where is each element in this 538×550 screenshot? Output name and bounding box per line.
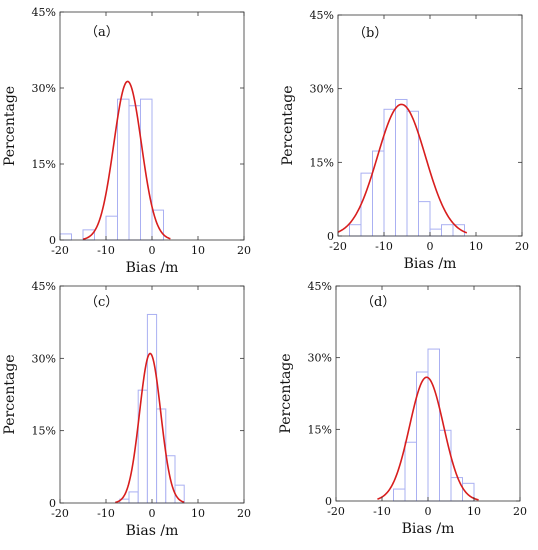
x-tick-label: -20 [327,505,345,518]
x-tick-label: 10 [467,505,481,518]
x-axis-title: Bias /m [126,523,179,539]
chart-panel-0: -20 -10 0 10 20 0 15% 30% 45% Bias /m Percentage （a… [2,6,251,276]
x-tick-label: -20 [329,240,347,253]
x-tick-label: -10 [97,507,115,520]
x-tick-label: 10 [191,507,205,520]
x-tick-label: 0 [425,505,432,518]
histogram-bar [105,215,118,241]
x-tick-label: 20 [237,507,251,520]
histogram-bar [146,313,158,504]
chart-panel-3: -20 -10 0 10 20 0 15% 30% 45% Bias /m Percentage （d… [278,280,527,537]
panel-label: （d） [361,295,395,310]
x-tick-label: 0 [427,240,434,253]
fit-curve [82,80,171,240]
y-axis-title: Percentage [2,354,18,434]
x-tick-label: 20 [237,244,251,257]
y-tick-label: 0 [49,234,56,247]
y-tick-label: 30% [308,352,332,365]
x-tick-label: 10 [191,244,205,257]
histogram-bar [59,233,72,241]
fit-curve [377,376,479,501]
x-tick-label: -20 [51,244,69,257]
x-tick-label: -20 [51,507,69,520]
x-axis-title: Bias /m [402,521,455,537]
panel-label: （b） [353,26,387,41]
histogram-bar [117,98,130,241]
histogram-bar [349,224,362,237]
x-tick-label: 10 [469,240,483,253]
y-tick-label: 15% [32,425,56,438]
x-tick-label: -10 [373,505,391,518]
y-axis-title: Percentage [2,86,18,166]
histogram-bar [441,224,454,237]
histogram-bar [439,429,452,502]
histogram-bar [418,201,431,237]
histogram-bar [372,150,385,237]
x-tick-label: 0 [149,507,156,520]
y-tick-label: 0 [327,230,334,243]
y-tick-label: 0 [325,495,332,508]
x-tick-label: -10 [97,244,115,257]
y-axis-title: Percentage [280,85,296,165]
y-tick-label: 45% [32,280,56,293]
x-tick-label: 20 [515,240,529,253]
panel-label: （a） [85,25,119,40]
histogram-bar [450,477,463,502]
y-tick-label: 30% [310,83,334,96]
chart-panel-2: -20 -10 0 10 20 0 15% 30% 45% Bias /m Percentage （c… [2,280,251,539]
y-tick-label: 30% [32,352,56,365]
histogram-bar [360,172,373,237]
histogram-bar [395,98,408,237]
histogram-bar [429,228,442,237]
x-axis-title: Bias /m [126,260,179,276]
y-tick-label: 15% [32,158,56,171]
fit-curve [337,103,468,234]
x-tick-label: 0 [149,244,156,257]
x-tick-label: -10 [375,240,393,253]
histogram-bar [140,98,153,241]
histogram-bar [427,348,440,502]
y-tick-label: 45% [308,280,332,293]
y-tick-label: 0 [49,497,56,510]
x-tick-label: 20 [513,505,527,518]
chart-panel-1: -20 -10 0 10 20 0 15% 30% 45% Bias /m Percentage （b… [280,9,529,272]
x-axis-title: Bias /m [404,256,457,272]
y-tick-label: 45% [32,6,56,19]
y-tick-label: 15% [308,423,332,436]
histogram-bar [128,491,139,504]
fit-curve [115,352,185,504]
panel-label: （c） [85,295,118,310]
y-tick-label: 45% [310,9,334,22]
histogram-bar [393,488,406,502]
y-axis-title: Percentage [278,353,294,433]
histogram-bar [404,441,417,502]
y-tick-label: 15% [310,156,334,169]
y-tick-label: 30% [32,82,56,95]
